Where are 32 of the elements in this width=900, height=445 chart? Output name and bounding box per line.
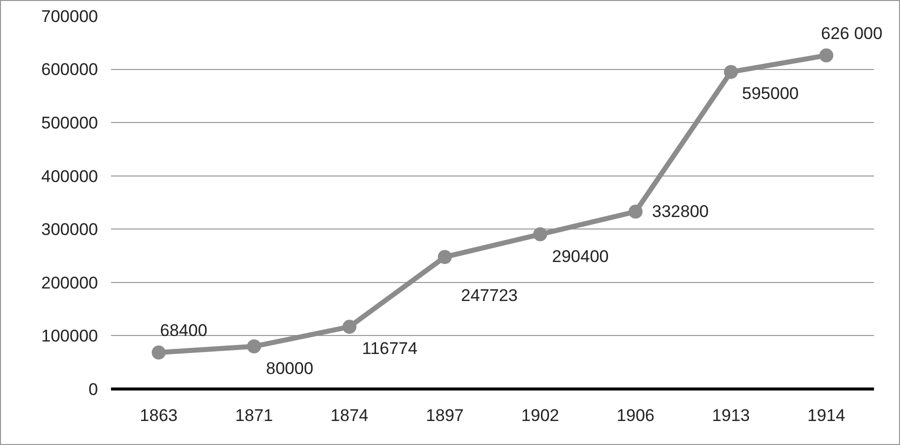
x-tick-label: 1913 [712, 406, 750, 425]
x-tick-label: 1863 [140, 406, 178, 425]
point [342, 320, 356, 334]
point [819, 48, 834, 62]
y-tick-label: 0 [88, 380, 98, 399]
point [247, 339, 262, 354]
y-tick-label: 600000 [41, 60, 98, 80]
y-tick-label: 400000 [41, 166, 98, 186]
x-tick-label: 1906 [616, 406, 654, 425]
data-label: 626 000 [821, 24, 882, 43]
y-tick-label: 700000 [41, 6, 98, 26]
data-label: 332800 [652, 202, 709, 221]
y-tick-label: 200000 [41, 273, 98, 292]
y-tick-label: 300000 [41, 220, 98, 240]
data-label: 80000 [266, 359, 314, 378]
data-label: 595000 [742, 84, 799, 103]
data-label: 116774 [362, 339, 418, 358]
data-label: 247723 [461, 286, 518, 305]
x-tick-label: 1897 [426, 406, 464, 425]
point [438, 250, 452, 264]
point [724, 64, 738, 79]
point [533, 227, 548, 242]
y-tick-label: 500000 [41, 114, 98, 133]
x-tick-label: 1874 [330, 406, 368, 425]
point [628, 204, 643, 219]
point [152, 346, 166, 360]
x-tick-label: 1914 [807, 406, 846, 425]
x-tick-label: 1871 [235, 406, 273, 425]
x-tick-label: 1902 [521, 406, 560, 425]
data-label: 290400 [552, 247, 609, 266]
data-label: 68400 [160, 321, 208, 340]
y-tick-label: 100000 [41, 326, 98, 346]
